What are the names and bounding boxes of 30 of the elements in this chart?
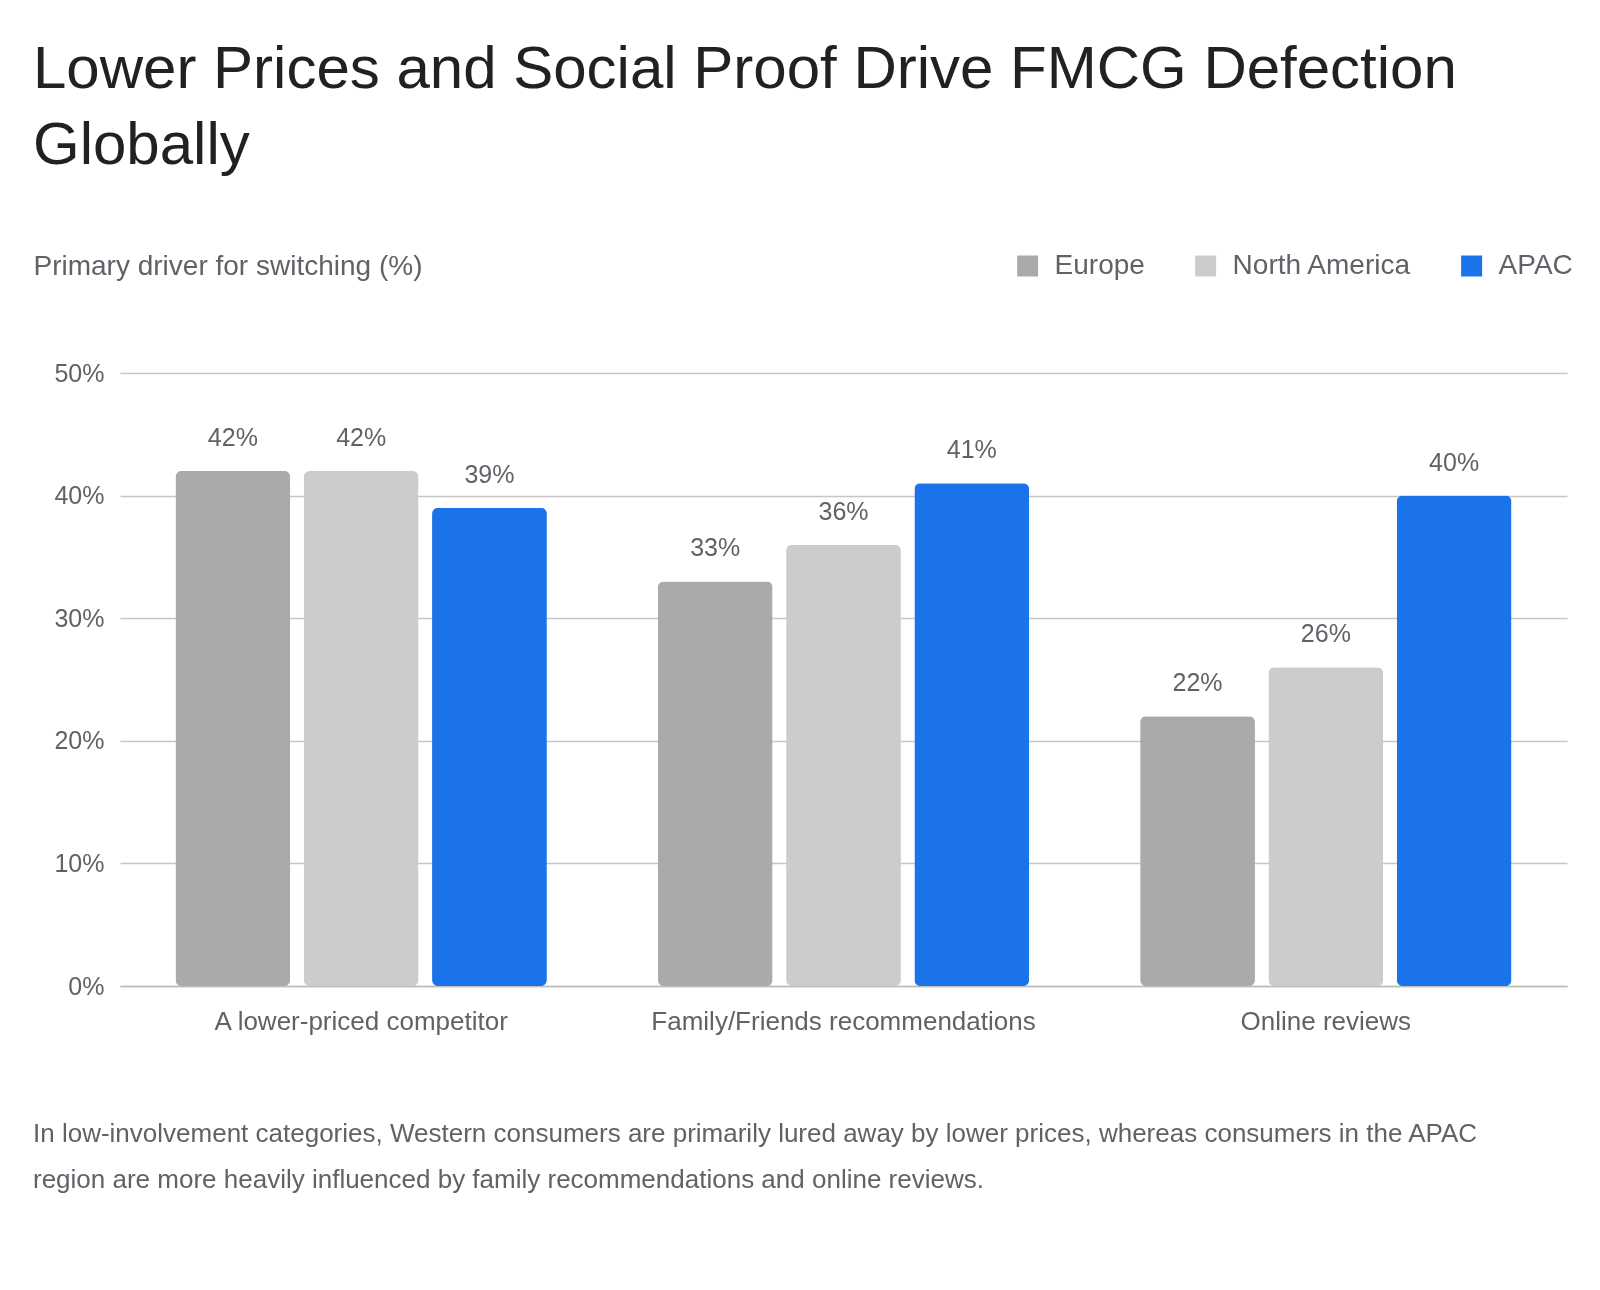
- text: In low-involvement categories, Western consumers are primarily lured away by lower prices, whereas consumers in the APAC region are more heavily influenced by family recommendations and online reviews.: [33, 1117, 1479, 1196]
- y-tick-label: 20%: [54, 726, 105, 755]
- legend-label: Europe: [1054, 249, 1145, 280]
- bar: [657, 581, 773, 986]
- data-label: 40%: [1429, 447, 1480, 476]
- y-tick-label: 40%: [54, 481, 105, 510]
- bar: [1396, 495, 1512, 986]
- x-tick-label: A lower-priced competitor: [214, 1005, 509, 1036]
- data-label: 33%: [690, 533, 741, 562]
- x-tick-label: Online reviews: [1240, 1005, 1412, 1036]
- data-label: 41%: [946, 435, 997, 464]
- data-label: 22%: [1172, 668, 1223, 697]
- y-tick-label: 10%: [54, 848, 105, 877]
- x-tick-label: Family/Friends recommendations: [651, 1005, 1036, 1036]
- legend-label: APAC: [1498, 249, 1573, 280]
- y-tick-label: 0%: [68, 971, 105, 1000]
- bar: [914, 483, 1030, 986]
- bar: [1140, 716, 1255, 986]
- y-tick-label: 50%: [54, 358, 105, 387]
- y-tick-label: 30%: [54, 603, 105, 632]
- bar: [175, 471, 291, 986]
- data-label: 26%: [1300, 619, 1351, 648]
- data-label: 42%: [207, 423, 258, 452]
- y-axis-title: Primary driver for switching (%): [33, 249, 423, 281]
- legend-label: North America: [1232, 249, 1411, 280]
- data-label: 39%: [464, 459, 515, 488]
- bar: [432, 507, 547, 986]
- data-label: 42%: [336, 423, 387, 452]
- data-label: 36%: [818, 496, 869, 525]
- chart-title: Lower Prices and Social Proof Drive FMCG Defection Globally: [33, 33, 1458, 179]
